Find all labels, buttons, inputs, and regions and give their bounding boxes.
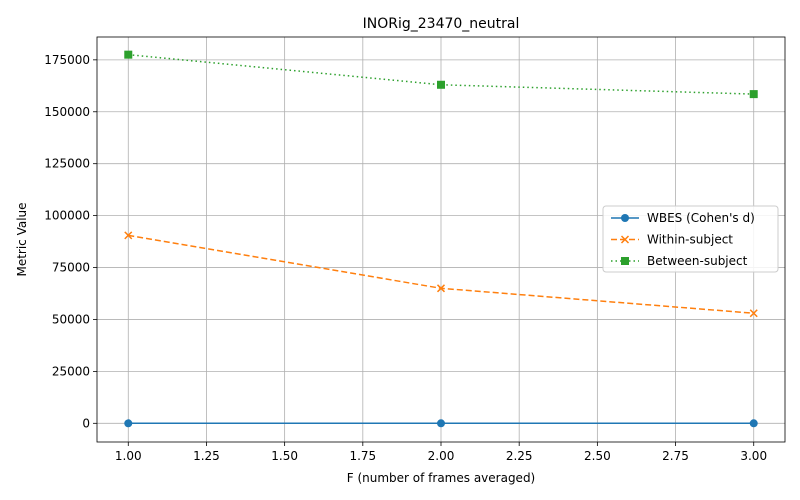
data-point	[124, 50, 133, 59]
chart-title: INORig_23470_neutral	[363, 16, 520, 32]
legend-marker	[621, 257, 629, 265]
x-tick-label: 2.25	[506, 449, 533, 463]
data-point	[437, 419, 445, 428]
y-tick-label: 0	[82, 416, 90, 430]
data-point	[124, 419, 133, 428]
x-tick-label: 1.00	[115, 449, 142, 463]
x-axis-label: F (number of frames averaged)	[347, 471, 536, 485]
series-wbes-cohen-s-d	[124, 419, 758, 428]
y-tick-label: 50000	[52, 312, 90, 326]
legend-marker	[621, 214, 629, 222]
legend-label: Between-subject	[647, 254, 748, 268]
series-layer	[124, 50, 758, 428]
series-between-subject	[124, 50, 758, 99]
series-line	[128, 53, 754, 95]
x-tick-label: 1.75	[349, 449, 376, 463]
legend-item: Between-subject	[611, 254, 748, 268]
legend-label: Within-subject	[647, 233, 733, 247]
legend: WBES (Cohen's d) Within-subject Between-su…	[602, 205, 779, 273]
y-tick-label: 175000	[44, 53, 90, 67]
x-tick-label: 1.25	[193, 449, 220, 463]
data-point	[437, 80, 445, 89]
y-tick-label: 150000	[44, 105, 90, 119]
legend-item: Within-subject	[611, 233, 733, 247]
legend-item: WBES (Cohen's d)	[611, 211, 755, 225]
x-tick-label: 2.50	[584, 449, 611, 463]
data-point	[749, 90, 758, 99]
y-tick-label: 75000	[52, 261, 90, 275]
x-axis: 1.00 1.25 1.50 1.75 2.00 2.25 2.50 2.75 3.00	[115, 442, 767, 463]
y-tick-label: 100000	[44, 209, 90, 223]
x-tick-label: 1.50	[271, 449, 298, 463]
y-axis-label: Metric Value	[15, 202, 29, 276]
data-point	[749, 309, 758, 318]
data-point	[749, 419, 758, 428]
series-within-subject	[124, 231, 758, 318]
y-tick-label: 125000	[44, 157, 90, 171]
data-point	[124, 231, 133, 240]
legend-label: WBES (Cohen's d)	[647, 211, 755, 225]
x-tick-label: 3.00	[740, 449, 767, 463]
x-tick-label: 2.75	[662, 449, 689, 463]
y-axis: 0 25000 50000 75000 100000 125000 150000 175000	[44, 53, 97, 430]
legend-box	[602, 205, 779, 273]
data-point	[436, 284, 446, 293]
y-tick-label: 25000	[52, 364, 90, 378]
legend-marker	[620, 235, 630, 244]
x-tick-label: 2.00	[428, 449, 455, 463]
